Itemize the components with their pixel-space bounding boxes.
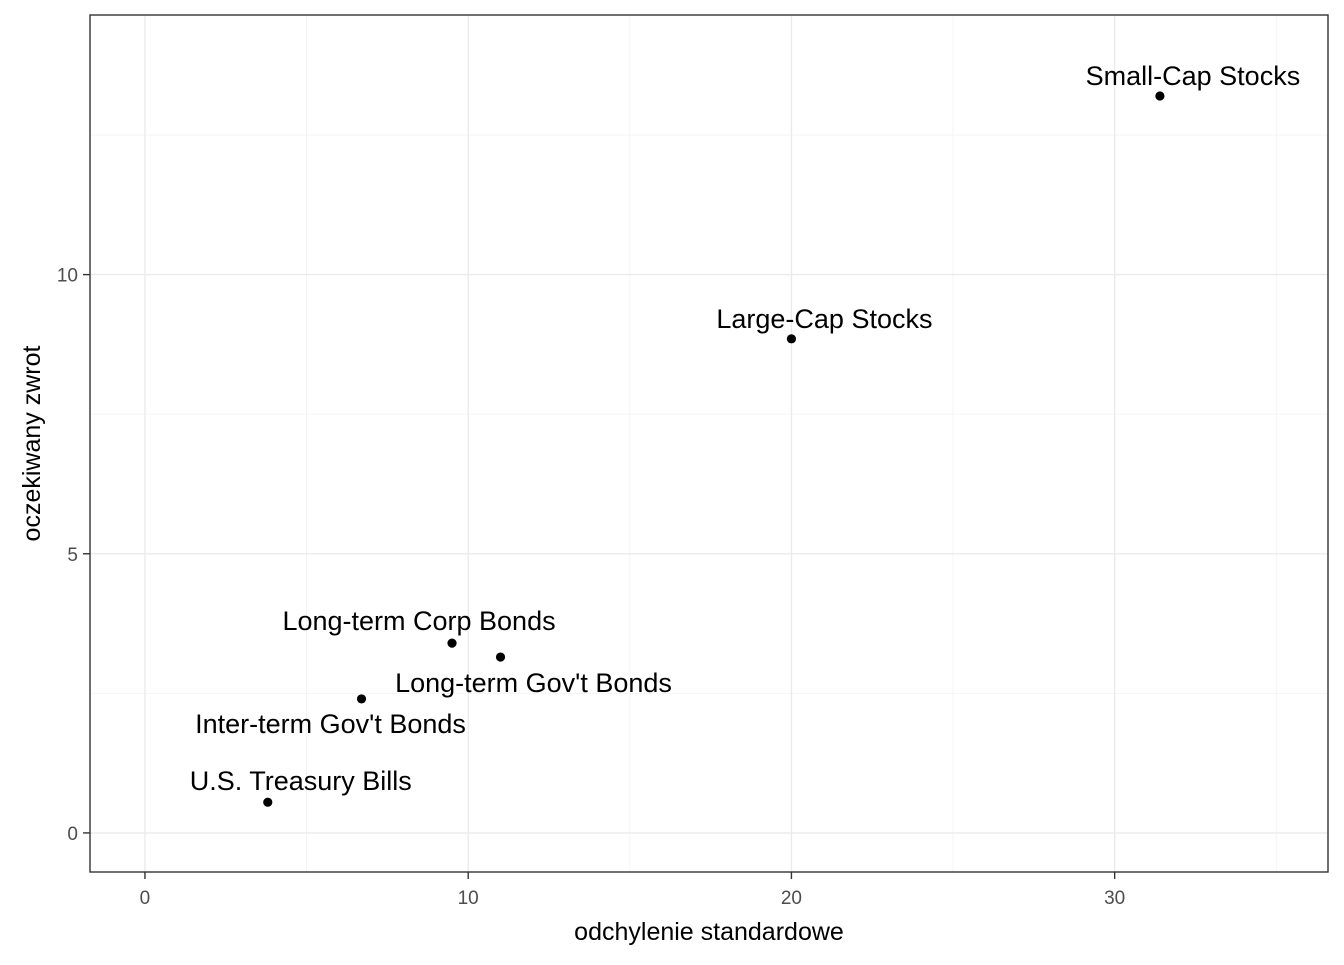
data-point — [263, 797, 273, 807]
point-label: Long-term Gov't Bonds — [395, 668, 672, 698]
x-tick-label: 10 — [458, 888, 479, 909]
x-tick-label: 30 — [1104, 888, 1125, 909]
point-label: Long-term Corp Bonds — [282, 606, 555, 636]
panel-border — [89, 14, 1329, 873]
data-point — [495, 652, 506, 662]
y-tick-label: 10 — [57, 266, 78, 287]
x-tick-label: 0 — [140, 888, 151, 909]
x-axis-title: odchylenie standardowe — [574, 918, 844, 946]
y-tick-label: 5 — [67, 545, 78, 566]
y-axis-title: oczekiwany zwrot — [18, 346, 46, 542]
data-point — [356, 694, 367, 704]
y-tick-label: 0 — [67, 824, 78, 845]
x-tick-label: 20 — [781, 888, 802, 909]
data-point — [447, 638, 457, 648]
data-point — [1155, 91, 1165, 101]
point-label: U.S. Treasury Bills — [190, 766, 412, 796]
point-label: Small-Cap Stocks — [1086, 61, 1301, 91]
point-label: Inter-term Gov't Bonds — [195, 709, 466, 739]
point-label: Large-Cap Stocks — [716, 304, 932, 334]
data-point — [786, 334, 797, 344]
